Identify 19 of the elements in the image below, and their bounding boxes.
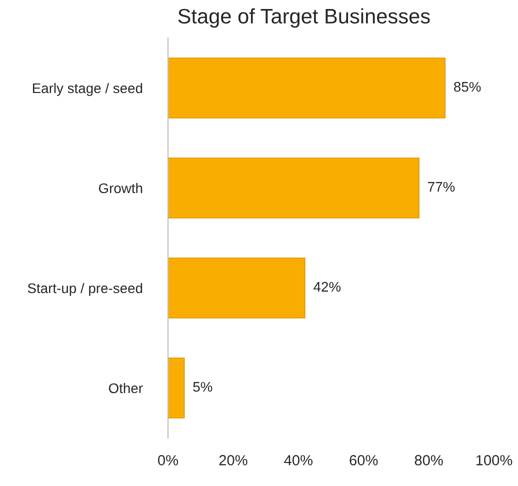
bar [168, 58, 446, 118]
y-tick-label: Start-up / pre-seed [28, 282, 142, 296]
data-label: 5% [193, 382, 212, 392]
y-tick-label: Other [108, 382, 143, 394]
x-tick-label: 60% [350, 455, 378, 466]
x-tick-label: 80% [414, 455, 443, 466]
x-tick-label: 20% [219, 455, 248, 466]
bar [168, 258, 306, 318]
y-tick-label: Early stage / seed [32, 82, 142, 96]
x-tick-label: 0% [158, 455, 178, 466]
data-label: 42% [314, 282, 341, 292]
x-tick-label: 40% [284, 455, 312, 466]
bar [168, 358, 185, 418]
chart-title: Stage of Target Businesses [178, 8, 430, 28]
x-tick-label: 100% [476, 455, 512, 466]
data-label: 77% [428, 182, 455, 192]
y-tick-label: Growth [98, 182, 142, 194]
bar [168, 158, 420, 218]
data-label: 85% [454, 82, 481, 92]
